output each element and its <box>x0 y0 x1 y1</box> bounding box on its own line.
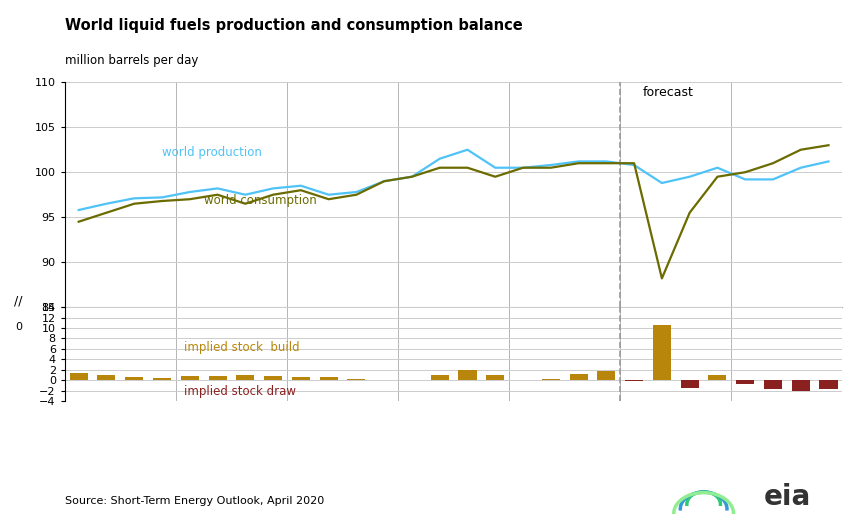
Text: 2017: 2017 <box>327 336 359 349</box>
Bar <box>459 370 477 380</box>
Bar <box>125 377 143 380</box>
Bar <box>486 375 505 380</box>
Bar <box>347 378 365 380</box>
Text: 0: 0 <box>15 322 22 332</box>
Bar <box>653 325 671 380</box>
Bar <box>736 380 754 384</box>
Text: World liquid fuels production and consumption balance: World liquid fuels production and consum… <box>65 18 523 33</box>
Text: 2015: 2015 <box>105 336 137 349</box>
Bar <box>764 380 782 390</box>
Text: 2018: 2018 <box>438 336 469 349</box>
Bar <box>681 380 699 388</box>
Bar <box>70 373 88 380</box>
Bar <box>430 375 448 380</box>
Text: implied stock  build: implied stock build <box>184 341 300 355</box>
Bar <box>264 376 283 380</box>
Text: //: // <box>14 294 22 307</box>
Bar <box>542 378 560 380</box>
Text: world production: world production <box>162 146 262 159</box>
Bar <box>625 380 643 381</box>
Bar <box>153 378 171 380</box>
Text: Source: Short-Term Energy Outlook, April 2020: Source: Short-Term Energy Outlook, April… <box>65 497 324 506</box>
Bar <box>708 375 727 380</box>
Text: 2020: 2020 <box>660 336 692 349</box>
Bar <box>320 377 338 380</box>
Text: million barrels per day: million barrels per day <box>65 54 198 67</box>
Text: world consumption: world consumption <box>204 194 316 207</box>
Bar <box>292 377 310 380</box>
Bar <box>791 380 810 391</box>
Bar <box>98 375 116 380</box>
Text: implied stock draw: implied stock draw <box>184 384 296 398</box>
Text: forecast: forecast <box>643 86 693 99</box>
Bar <box>236 375 254 380</box>
Text: 2021: 2021 <box>771 336 803 349</box>
Text: 2019: 2019 <box>549 336 581 349</box>
Bar <box>597 371 615 380</box>
Text: 2016: 2016 <box>216 336 247 349</box>
Bar <box>569 374 588 380</box>
Bar <box>208 376 226 380</box>
Bar <box>181 376 199 380</box>
Text: eia: eia <box>764 483 811 511</box>
Bar <box>819 380 837 390</box>
